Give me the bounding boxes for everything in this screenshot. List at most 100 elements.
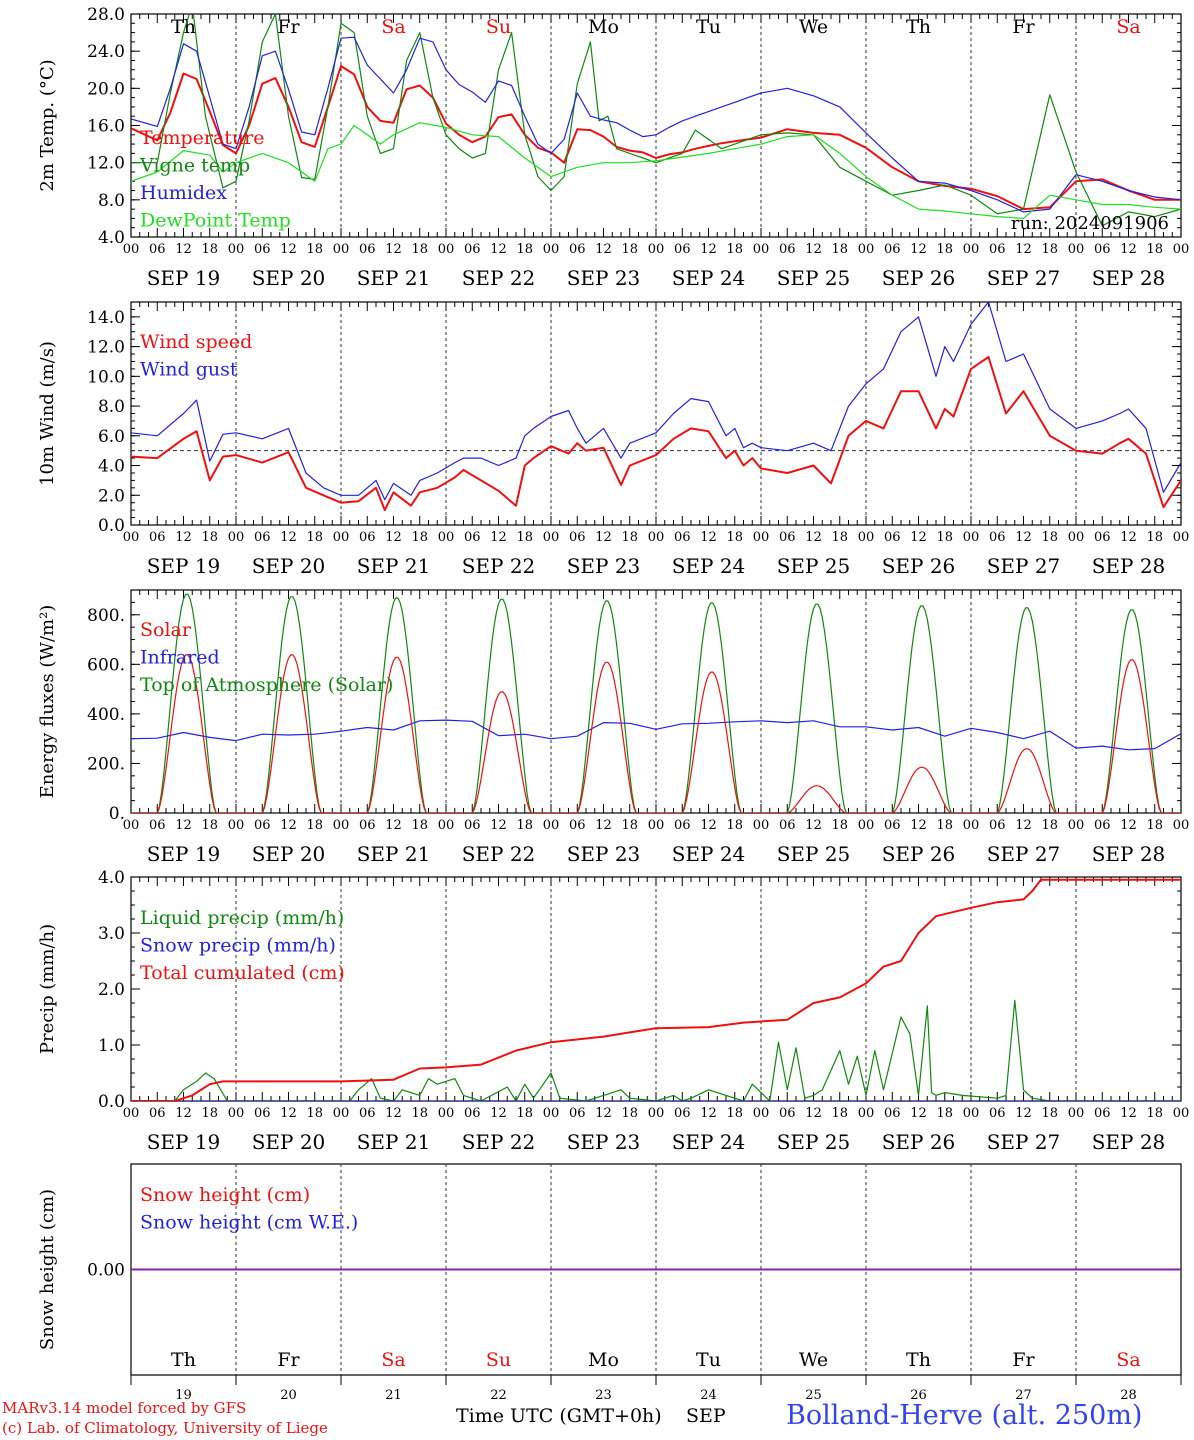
hour-tick-label: 12: [910, 818, 927, 833]
hour-tick-label: 06: [359, 818, 376, 833]
y-tick-label: 0.0: [98, 516, 125, 536]
date-label: SEP 20: [252, 1130, 326, 1154]
hour-tick-label: 18: [1146, 242, 1163, 257]
hour-tick-label: 00: [1173, 1106, 1190, 1121]
series-line: [131, 122, 1181, 219]
hour-tick-label: 18: [516, 242, 533, 257]
series-line: [131, 65, 1181, 211]
hour-tick-label: 18: [1041, 1106, 1058, 1121]
y-tick-label: 3.0: [98, 924, 125, 944]
hour-tick-label: 18: [411, 242, 428, 257]
hour-tick-label: 06: [254, 1106, 271, 1121]
legend-entry: Infrared: [140, 647, 220, 669]
hour-tick-label: 00: [1068, 242, 1085, 257]
weekday-label: Th: [171, 1349, 196, 1371]
date-label: SEP 20: [252, 842, 326, 866]
day-number-label: 26: [910, 1388, 927, 1403]
date-label: SEP 20: [252, 266, 326, 290]
hour-tick-label: 18: [831, 1106, 848, 1121]
legend-entry: Wind speed: [140, 331, 252, 353]
hour-tick-label: 06: [149, 530, 166, 545]
hour-tick-label: 18: [936, 818, 953, 833]
date-label: SEP 19: [147, 266, 221, 290]
hour-tick-label: 12: [490, 1106, 507, 1121]
day-number-label: 25: [805, 1388, 822, 1403]
hour-tick-label: 06: [989, 530, 1006, 545]
hour-tick-label: 00: [123, 242, 140, 257]
hour-tick-label: 06: [884, 530, 901, 545]
hour-tick-label: 12: [175, 242, 192, 257]
series-line: [131, 14, 1181, 227]
date-label: SEP 19: [147, 554, 221, 578]
hour-tick-label: 00: [963, 1106, 980, 1121]
series-line: [131, 719, 1181, 751]
hour-tick-label: 18: [726, 818, 743, 833]
date-label: SEP 26: [882, 842, 956, 866]
hour-tick-label: 12: [175, 530, 192, 545]
weekday-label: Mo: [588, 16, 619, 38]
weekday-label: Sa: [381, 16, 405, 38]
weekday-label: Fr: [277, 16, 300, 38]
series-group: [131, 878, 1181, 1101]
hour-tick-label: 06: [359, 1106, 376, 1121]
hour-tick-label: 12: [175, 1106, 192, 1121]
day-number-label: 21: [385, 1388, 402, 1403]
hour-tick-label: 00: [228, 242, 245, 257]
y-tick-label: 16.0: [87, 117, 125, 137]
station-title: Bolland-Herve (alt. 250m): [786, 1400, 1143, 1431]
hour-tick-label: 00: [963, 818, 980, 833]
legend-entry: Top of Atmosphere (Solar): [140, 674, 393, 696]
legend-entry: Snow precip (mm/h): [140, 935, 336, 957]
hour-tick-label: 00: [648, 818, 665, 833]
hour-tick-label: 18: [621, 530, 638, 545]
date-label: SEP 25: [777, 554, 851, 578]
hour-tick-label: 18: [411, 1106, 428, 1121]
date-label: SEP 25: [777, 1130, 851, 1154]
day-number-label: 24: [700, 1388, 717, 1403]
hour-tick-label: 06: [149, 1106, 166, 1121]
date-label: SEP 26: [882, 266, 956, 290]
hour-tick-label: 06: [254, 818, 271, 833]
hour-tick-label: 12: [910, 530, 927, 545]
hour-tick-label: 18: [1041, 242, 1058, 257]
hour-tick-label: 12: [700, 530, 717, 545]
hour-tick-label: 06: [569, 242, 586, 257]
date-label: SEP 27: [987, 266, 1061, 290]
hour-tick-label: 00: [123, 1106, 140, 1121]
hour-tick-label: 00: [858, 818, 875, 833]
hour-tick-label: 12: [1015, 818, 1032, 833]
hour-tick-label: 12: [910, 1106, 927, 1121]
weekday-label: Fr: [1012, 1349, 1035, 1371]
date-label: SEP 21: [357, 1130, 431, 1154]
weekday-label: Sa: [1116, 1349, 1140, 1371]
y-tick-label: 10.0: [87, 367, 125, 387]
hour-tick-label: 18: [831, 530, 848, 545]
hour-tick-label: 00: [333, 1106, 350, 1121]
hour-tick-label: 12: [700, 1106, 717, 1121]
hour-tick-label: 00: [1068, 530, 1085, 545]
series-group: [131, 302, 1181, 512]
hour-tick-label: 18: [831, 242, 848, 257]
date-label: SEP 21: [357, 266, 431, 290]
hour-tick-label: 12: [1120, 1106, 1137, 1121]
hour-tick-label: 06: [149, 818, 166, 833]
hour-tick-label: 12: [490, 242, 507, 257]
hour-tick-label: 18: [306, 242, 323, 257]
hour-tick-label: 18: [1146, 818, 1163, 833]
day-number-label: 19: [175, 1388, 192, 1403]
hour-tick-label: 06: [1094, 1106, 1111, 1121]
date-label: SEP 21: [357, 842, 431, 866]
series-line: [131, 999, 1181, 1101]
series-line: [131, 654, 1181, 813]
hour-tick-label: 18: [306, 818, 323, 833]
y-tick-label: 28.0: [87, 5, 125, 25]
hour-tick-label: 12: [910, 242, 927, 257]
y-tick-label: 800.: [87, 606, 125, 626]
hour-tick-label: 06: [779, 242, 796, 257]
hour-tick-label: 00: [543, 530, 560, 545]
y-axis-title: Precip (mm/h): [37, 924, 58, 1054]
hour-tick-label: 12: [490, 818, 507, 833]
hour-tick-label: 00: [858, 530, 875, 545]
hour-tick-label: 12: [805, 1106, 822, 1121]
hour-tick-label: 12: [385, 1106, 402, 1121]
